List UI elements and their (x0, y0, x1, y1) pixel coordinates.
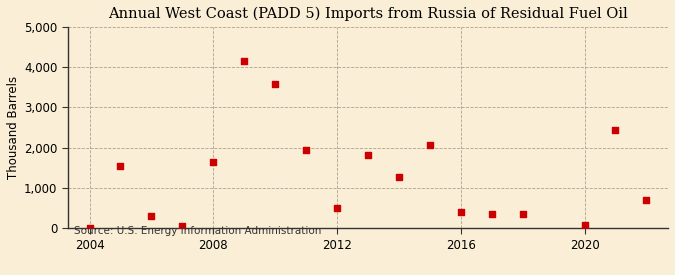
Point (362, 153, 373, 157)
Point (208, 160, 219, 164)
Point (239, 59, 250, 63)
Title: Annual West Coast (PADD 5) Imports from Russia of Residual Fuel Oil: Annual West Coast (PADD 5) Imports from … (108, 7, 628, 21)
Point (456, 210, 466, 214)
Point (331, 206, 342, 211)
Point (486, 212, 497, 216)
Point (517, 211, 528, 216)
Point (579, 223, 590, 227)
Point (394, 174, 404, 179)
Point (177, 224, 188, 228)
Point (84, 226, 95, 230)
Point (425, 143, 435, 147)
Point (270, 82, 281, 86)
Point (610, 128, 621, 133)
Y-axis label: Thousand Barrels: Thousand Barrels (7, 76, 20, 179)
Point (146, 213, 157, 218)
Text: Source: U.S. Energy Information Administration: Source: U.S. Energy Information Administ… (74, 226, 321, 236)
Point (300, 147, 311, 152)
Point (115, 163, 126, 168)
Point (641, 198, 652, 202)
